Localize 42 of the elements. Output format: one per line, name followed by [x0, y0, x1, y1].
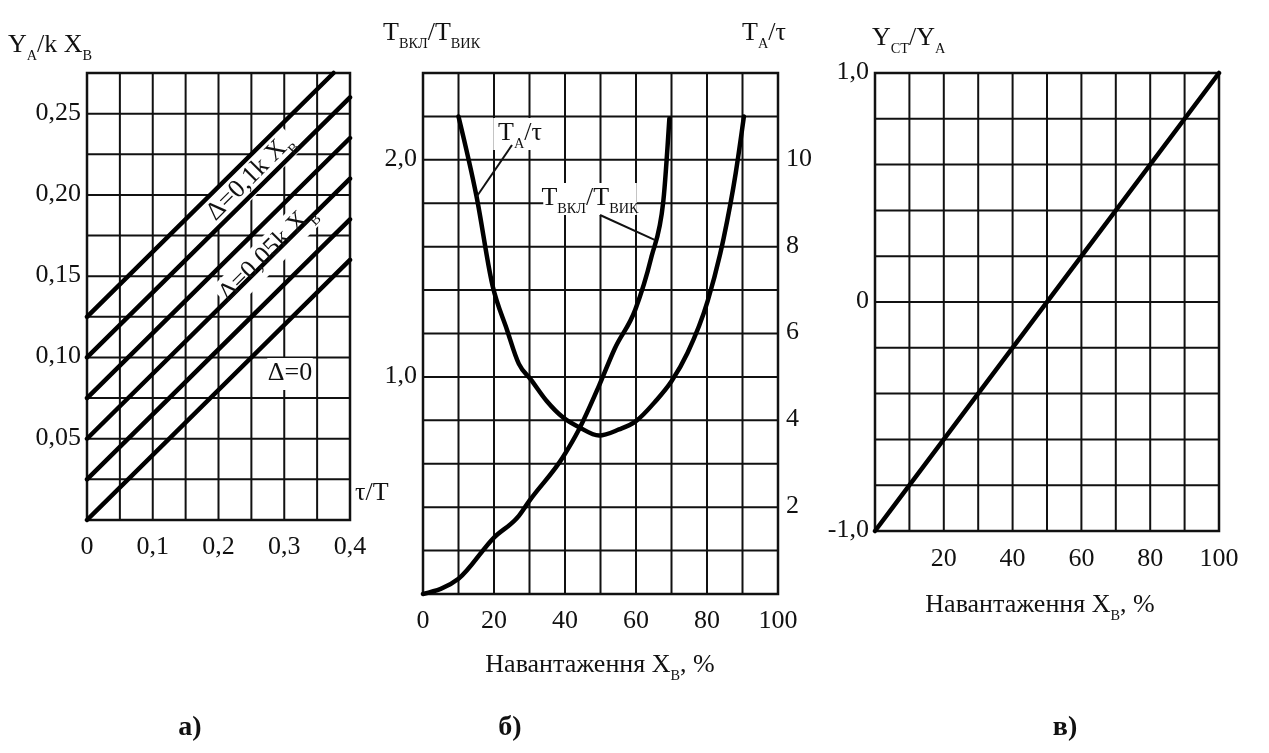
y2-axis-title: T$_{А}$/τ — [742, 17, 786, 51]
y-tick-label: 0,05 — [35, 421, 81, 451]
y2-tick-label: 4 — [786, 403, 799, 433]
x-tick-label: 80 — [1137, 542, 1164, 572]
x-tick-label: 0,3 — [268, 530, 301, 560]
x-tick-label: 40 — [999, 542, 1026, 572]
y-tick-label: 0 — [856, 284, 869, 314]
x-tick-label: 100 — [758, 604, 798, 634]
x-axis-title: Навантаження X$_{В}$, % — [925, 589, 1155, 623]
x-axis-title: τ/T — [355, 477, 389, 506]
x-tick-label: 0,4 — [333, 530, 367, 560]
annotation: T$_{ВКЛ}$/T$_{ВИК}$ — [541, 182, 640, 216]
text: а) — [178, 710, 202, 741]
x-tick-label: 20 — [930, 542, 957, 572]
x-tick-label: 80 — [694, 604, 720, 634]
x-tick-label: 0,1 — [136, 530, 169, 560]
y2-tick-label: 10 — [786, 142, 812, 172]
y-axis-title: Y$_{А}$/k X$_{В}$ — [8, 29, 93, 63]
y-tick-label: 1,0 — [384, 359, 417, 389]
y-tick-label: 0,20 — [35, 177, 81, 207]
annotation: Δ=0 — [267, 357, 313, 386]
x-axis-title: Навантаження X$_{В}$, % — [485, 649, 715, 683]
text: в) — [1052, 710, 1078, 741]
y2-tick-label: 2 — [786, 490, 799, 520]
x-tick-label: 60 — [1068, 542, 1095, 572]
x-tick-label: 100 — [1199, 542, 1239, 572]
x-tick-label: 40 — [552, 604, 578, 634]
y2-tick-label: 6 — [786, 316, 799, 346]
text: б) — [498, 710, 522, 741]
annotation: T$_{А}$/τ — [498, 117, 542, 151]
y-tick-label: 2,0 — [384, 142, 417, 172]
x-tick-label: 20 — [481, 604, 507, 634]
x-tick-label: 60 — [623, 604, 649, 634]
x-tick-label: 0,2 — [202, 530, 235, 560]
y-tick-label: 0,15 — [35, 259, 81, 289]
y2-tick-label: 8 — [786, 229, 799, 259]
y-tick-label: 0,25 — [35, 96, 81, 126]
y-axis-title: Y$_{СТ}$/Y$_{А}$ — [872, 22, 947, 56]
y-axis-title: T$_{ВКЛ}$/T$_{ВИК}$ — [383, 17, 481, 51]
y-tick-label: 1,0 — [836, 55, 869, 85]
y-tick-label: 0,10 — [35, 340, 81, 370]
y-tick-label: -1,0 — [827, 513, 869, 543]
